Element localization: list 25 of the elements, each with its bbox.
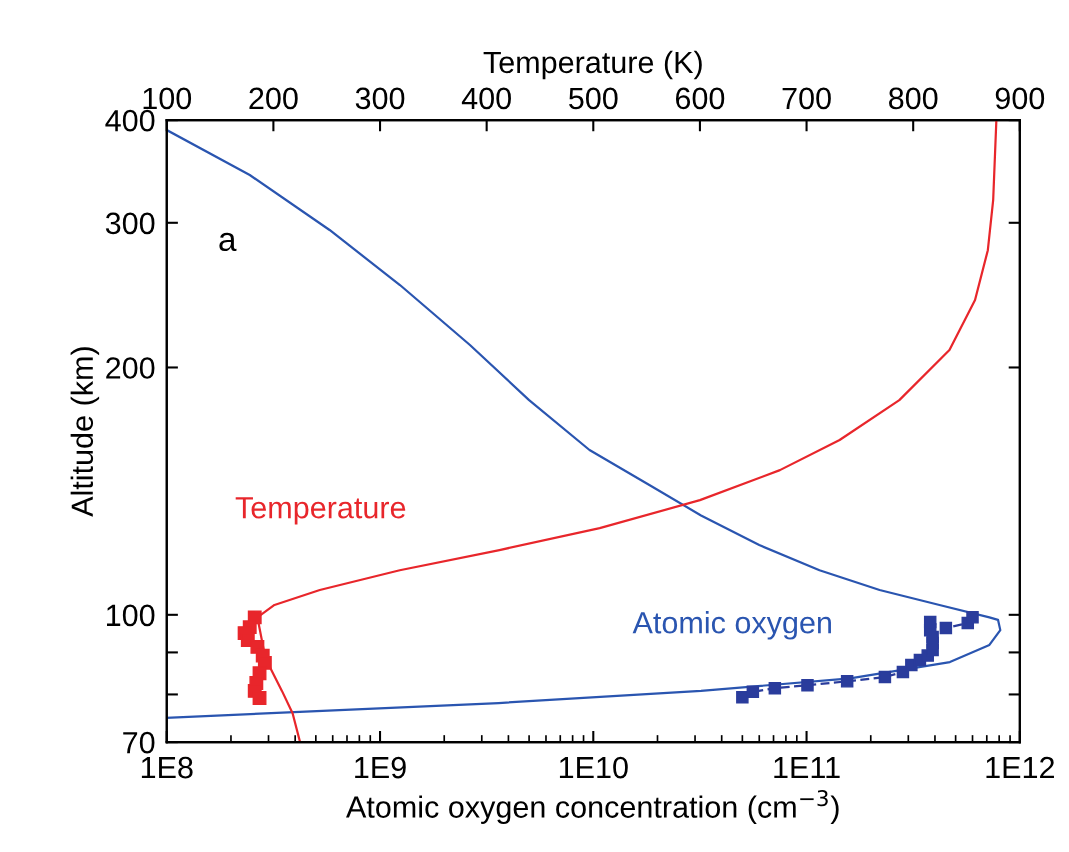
x-tick-label: 1E10 bbox=[559, 756, 628, 779]
x-tick-label: 1E8 bbox=[141, 756, 193, 779]
x-tick-label: 1E12 bbox=[986, 756, 1054, 779]
x-tick-label: 1E9 bbox=[355, 756, 406, 779]
x2-tick-label: 600 bbox=[675, 87, 725, 110]
series-label: Temperature bbox=[235, 497, 406, 525]
x-axis-title: Atomic oxygen concentration (cm$^{−3}$) bbox=[346, 790, 839, 824]
x2-tick-label: 700 bbox=[782, 87, 831, 110]
x2-tick-label: 800 bbox=[889, 87, 938, 110]
series-label: Atomic oxygen bbox=[632, 611, 831, 640]
y-tick-label: 200 bbox=[106, 357, 155, 379]
x2-axis-title: Temperature (K) bbox=[483, 50, 702, 80]
x2-tick-label: 100 bbox=[143, 87, 192, 110]
y-tick-label: 400 bbox=[105, 109, 155, 132]
x2-tick-label: 200 bbox=[249, 87, 298, 110]
x2-tick-label: 400 bbox=[461, 87, 511, 110]
annotation: a bbox=[219, 232, 237, 252]
x2-tick-label: 500 bbox=[569, 87, 618, 110]
x-tick-label: 1E11 bbox=[774, 757, 840, 779]
y-tick-label: 100 bbox=[107, 604, 155, 627]
y-tick-label: 300 bbox=[105, 212, 155, 235]
x2-tick-label: 300 bbox=[355, 87, 405, 110]
y-tick-label: 70 bbox=[123, 731, 155, 754]
x2-tick-label: 900 bbox=[995, 87, 1045, 110]
y-axis-title: Altitude (km) bbox=[70, 347, 100, 517]
